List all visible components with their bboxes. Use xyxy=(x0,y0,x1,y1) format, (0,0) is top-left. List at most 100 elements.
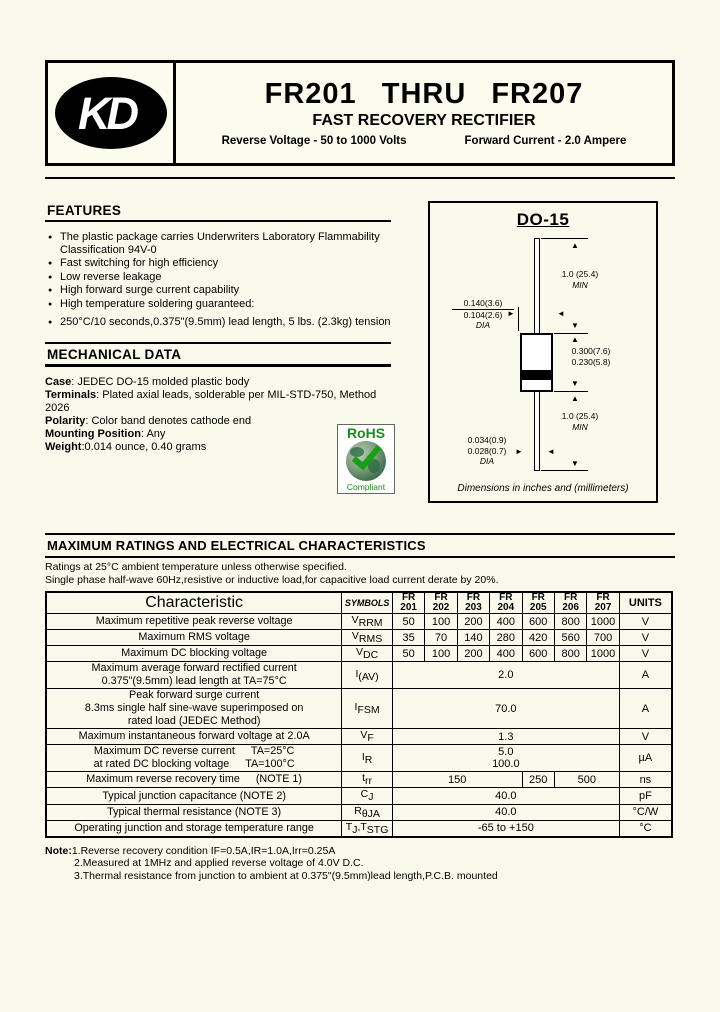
mech-label: Weight xyxy=(45,440,82,453)
table-row-rthja: Typical thermal resistance (NOTE 3) RθJA… xyxy=(45,803,673,821)
tagline-forward-current: Forward Current - 2.0 Ampere xyxy=(464,135,627,148)
upper-section: FEATURES ● The plastic package carries Un… xyxy=(45,179,675,513)
feature-text: Fast switching for high efficiency xyxy=(60,257,219,269)
dim-body-length: 0.300(7.6) 0.230(5.8) xyxy=(558,346,624,367)
col-header-fr201: FR 201 xyxy=(391,591,426,614)
extension-line xyxy=(541,238,588,239)
cell-value: 100 xyxy=(424,645,458,663)
note-text: 2.Measured at 1MHz and applied reverse v… xyxy=(74,857,364,870)
dim-body-diameter: 0.140(3.6) 0.104(2.6) DIA xyxy=(452,298,514,331)
arrow-right-icon: ► xyxy=(515,447,523,456)
cell-value: -65 to +150 xyxy=(391,819,620,838)
cell-value: 200 xyxy=(456,612,491,631)
diode-body xyxy=(520,333,553,392)
table-row-vrrm: Maximum repetitive peak reverse voltage … xyxy=(45,612,673,631)
col-header-fr207: FR 207 xyxy=(586,591,620,614)
package-diagram: DO-15 ▲ ▼ ▲ ▼ ▲ ▼ ► ◄ ► ◄ xyxy=(428,201,658,503)
cell-value: 400 xyxy=(489,645,523,663)
globe-land xyxy=(368,459,380,473)
cell-value: 70.0 xyxy=(391,688,620,730)
col-header-fr203: FR 203 xyxy=(456,591,491,614)
cell-symbol: I(AV) xyxy=(341,661,393,690)
col-header-fr206: FR 206 xyxy=(553,591,588,614)
left-column: FEATURES ● The plastic package carries Un… xyxy=(45,179,391,454)
arrow-down-icon: ▼ xyxy=(571,321,579,330)
logo-text: KD xyxy=(78,87,139,139)
cell-value: 250 xyxy=(521,771,555,789)
mechanical-heading: MECHANICAL DATA xyxy=(45,341,391,367)
note-label: Note: xyxy=(45,844,72,857)
cell-characteristic: Typical junction capacitance (NOTE 2) xyxy=(45,787,343,805)
dim-value: 1.0 (25.4) xyxy=(561,269,599,279)
cell-unit: A xyxy=(618,688,673,730)
cell-symbol: trr xyxy=(341,771,393,789)
cell-symbol: IFSM xyxy=(341,688,393,730)
ratings-condition-1: Ratings at 25°C ambient temperature unle… xyxy=(45,561,347,573)
kd-logo-icon: KD xyxy=(54,77,167,149)
cell-value: 600 xyxy=(521,612,555,631)
cell-value: 40.0 xyxy=(391,787,620,805)
cell-value: 35 xyxy=(391,629,426,647)
feature-text: High forward surge current capability xyxy=(60,284,240,296)
divider xyxy=(45,177,675,179)
cell-unit: °C/W xyxy=(618,803,673,821)
cell-unit: V xyxy=(618,612,673,631)
cell-value: 1.3 xyxy=(391,728,620,746)
arrow-down-icon: ▼ xyxy=(571,459,579,468)
note-line-3: 3.Thermal resistance from junction to am… xyxy=(45,870,675,883)
feature-item: ● High forward surge current capability xyxy=(45,284,391,297)
page-subtitle: FAST RECOVERY RECTIFIER xyxy=(312,112,536,130)
cell-unit: A xyxy=(618,661,673,690)
arrow-left-icon: ◄ xyxy=(557,309,565,318)
dim-value: 0.300(7.6) xyxy=(571,346,611,356)
dim-lead-bottom: 1.0 (25.4) MIN xyxy=(548,411,612,432)
cell-value: 150 xyxy=(391,771,523,789)
mech-value: : Plated axial leads, solderable per MIL… xyxy=(45,388,377,414)
cell-characteristic: Peak forward surge current 8.3ms single … xyxy=(45,688,343,730)
cell-unit: µA xyxy=(618,744,673,773)
header-main: FR201 THRU FR207 FAST RECOVERY RECTIFIER… xyxy=(176,63,672,163)
diode-lead-top xyxy=(534,238,540,334)
page-title: FR201 THRU FR207 xyxy=(264,77,584,110)
feature-item: ● Fast switching for high efficiency xyxy=(45,257,391,270)
table-row-ir: Maximum DC reverse current TA=25°C at rat… xyxy=(45,744,673,773)
feature-item: ● Low reverse leakage xyxy=(45,271,391,284)
rohs-subtitle: Compliant xyxy=(346,482,386,492)
mech-line-terminals: Terminals: Plated axial leads, solderabl… xyxy=(45,389,391,415)
arrow-left-icon: ◄ xyxy=(547,447,555,456)
note-text: 3.Thermal resistance from junction to am… xyxy=(74,869,498,882)
arrow-right-icon: ► xyxy=(507,309,515,318)
cell-unit: pF xyxy=(618,787,673,805)
dim-value: 0.230(5.8) xyxy=(571,356,611,367)
table-row-trr: Maximum reverse recovery time (NOTE 1) tr… xyxy=(45,771,673,789)
ratings-table: Characteristic SYMBOLS FR 201 FR 202 FR 203… xyxy=(45,591,673,838)
cell-value: 100 xyxy=(424,612,458,631)
dim-qualifier: DIA xyxy=(475,320,491,330)
cell-value: 40.0 xyxy=(391,803,620,821)
dim-lead-top: 1.0 (25.4) MIN xyxy=(548,269,612,290)
mech-label: Case xyxy=(45,375,72,388)
cell-value: 70 xyxy=(424,629,458,647)
col-header-symbols: SYMBOLS xyxy=(341,591,393,614)
table-row-tj-tstg: Operating junction and storage temperatu… xyxy=(45,819,673,838)
note-text: 1.Reverse recovery condition IF=0.5A,IR=… xyxy=(71,844,336,857)
cell-symbol: CJ xyxy=(341,787,393,805)
cell-characteristic: Maximum repetitive peak reverse voltage xyxy=(45,612,343,631)
features-list: ● The plastic package carries Underwriter… xyxy=(45,231,391,329)
cell-value: 420 xyxy=(521,629,555,647)
extension-line xyxy=(554,391,588,392)
cell-characteristic: Operating junction and storage temperatu… xyxy=(45,819,343,838)
rohs-badge: RoHS Compliant xyxy=(337,424,395,494)
mech-line-weight: Weight:0.014 ounce, 0.40 grams xyxy=(45,441,391,454)
divider xyxy=(45,533,675,535)
cell-symbol: VDC xyxy=(341,645,393,663)
cell-unit: V xyxy=(618,728,673,746)
package-caption: Dimensions in inches and (millimeters) xyxy=(457,483,629,494)
bullet-icon: ● xyxy=(48,273,53,281)
mech-line-polarity: Polarity: Color band denotes cathode end xyxy=(45,415,391,428)
dim-value: 0.104(2.6) xyxy=(463,309,503,320)
mech-label: Terminals xyxy=(45,388,97,401)
cell-value: 1000 xyxy=(586,645,620,663)
extension-line xyxy=(541,470,588,471)
mech-value: :0.014 ounce, 0.40 grams xyxy=(81,440,207,453)
